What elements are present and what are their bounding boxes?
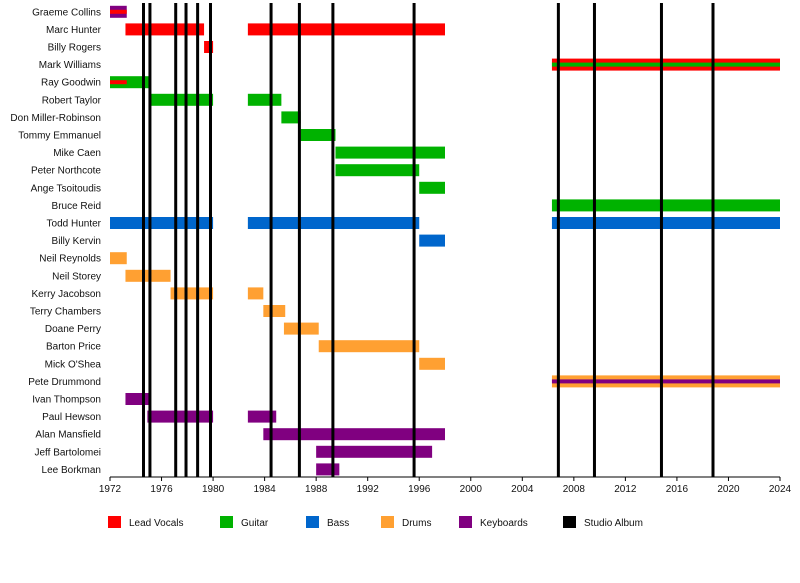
member-labels: Graeme Collins Marc Hunter Billy Rogers Mar… — [10, 7, 101, 476]
bar-ange-tsoitoudis-guitar — [419, 181, 445, 194]
bar-barton-price-drums — [318, 340, 420, 353]
legend-label-lead-vocals: Lead Vocals — [129, 518, 184, 529]
x-tick-label-1972: 1972 — [99, 484, 122, 495]
x-tick-label-1988: 1988 — [305, 484, 328, 495]
legend: Lead Vocals Guitar Bass Drums Keyboards Studi… — [108, 516, 643, 529]
bar-ivan-thompson-keyboards — [125, 393, 149, 405]
x-tick-label-1996: 1996 — [408, 484, 431, 495]
legend-swatch-studio-album — [563, 516, 576, 528]
legend-label-bass: Bass — [327, 518, 349, 529]
member-label-don-miller-robinson: Don Miller-Robinson — [10, 113, 101, 124]
bar-ray-goodwin-lead-vocals — [110, 80, 127, 85]
bar-peter-northcote-guitar — [335, 164, 420, 177]
bar-pete-drummond-keyboards — [551, 379, 780, 384]
member-label-mick-o-shea: Mick O'Shea — [45, 359, 102, 370]
bar-terry-chambers-drums — [263, 305, 286, 317]
x-tick-label-1976: 1976 — [150, 484, 173, 495]
legend-label-guitar: Guitar — [241, 518, 269, 529]
member-label-ray-goodwin: Ray Goodwin — [41, 78, 101, 89]
legend-label-keyboards: Keyboards — [480, 518, 528, 529]
member-label-ange-tsoitoudis: Ange Tsoitoudis — [31, 183, 101, 194]
member-label-kerry-jacobson: Kerry Jacobson — [32, 289, 101, 300]
member-label-billy-kervin: Billy Kervin — [52, 236, 101, 247]
bar-robert-taylor-guitar — [247, 93, 282, 106]
bar-jeff-bartolomei-keyboards — [316, 445, 433, 458]
member-label-robert-taylor: Robert Taylor — [42, 95, 102, 106]
member-label-graeme-collins: Graeme Collins — [32, 7, 101, 18]
bar-billy-kervin-bass — [419, 234, 445, 247]
legend-swatch-keyboards — [459, 516, 472, 528]
member-label-alan-mansfield: Alan Mansfield — [35, 430, 101, 441]
x-tick-label-2000: 2000 — [460, 484, 483, 495]
bar-billy-rogers-lead-vocals — [204, 41, 214, 53]
bar-lee-borkman-keyboards — [316, 463, 340, 476]
bar-bruce-reid-guitar — [551, 199, 780, 212]
studio-album-lines — [142, 3, 715, 477]
bar-mick-o-shea-drums — [419, 357, 445, 370]
bar-marc-hunter-lead-vocals — [125, 23, 205, 36]
bar-don-miller-robinson-guitar — [281, 111, 301, 124]
member-label-neil-storey: Neil Storey — [52, 271, 101, 282]
member-label-doane-perry: Doane Perry — [45, 324, 101, 335]
legend-swatch-lead-vocals — [108, 516, 121, 528]
x-tick-label-1984: 1984 — [253, 484, 276, 495]
bar-mike-caen-guitar — [335, 146, 445, 159]
member-label-peter-northcote: Peter Northcote — [31, 166, 101, 177]
bar-kerry-jacobson-drums — [170, 287, 214, 300]
member-label-bruce-reid: Bruce Reid — [52, 201, 101, 212]
member-label-barton-price: Barton Price — [46, 342, 101, 353]
legend-swatch-guitar — [220, 516, 233, 528]
x-tick-label-1992: 1992 — [357, 484, 380, 495]
bar-neil-storey-drums — [125, 269, 171, 282]
bar-neil-reynolds-drums — [110, 252, 127, 265]
member-label-mike-caen: Mike Caen — [53, 148, 101, 159]
member-label-ivan-thompson: Ivan Thompson — [32, 395, 101, 406]
bar-todd-hunter-bass — [551, 217, 780, 229]
x-tick-label-2004: 2004 — [511, 484, 534, 495]
bar-ray-goodwin-guitar — [110, 76, 150, 89]
bar-robert-taylor-guitar — [149, 93, 214, 106]
x-tick-label-1980: 1980 — [202, 484, 225, 495]
legend-swatch-bass — [306, 516, 319, 528]
legend-label-studio-album: Studio Album — [584, 518, 643, 529]
member-label-neil-reynolds: Neil Reynolds — [39, 254, 101, 265]
member-label-pete-drummond: Pete Drummond — [28, 377, 101, 388]
member-bars — [110, 5, 780, 476]
bar-mark-williams-guitar — [551, 62, 780, 67]
member-label-mark-williams: Mark Williams — [39, 60, 101, 71]
x-tick-label-2016: 2016 — [666, 484, 689, 495]
x-axis: 1972 1976 1980 1984 1988 1992 1996 2000 2004 2008… — [99, 476, 792, 495]
legend-swatch-drums — [381, 516, 394, 528]
bar-tommy-emmanuel-guitar — [300, 129, 336, 141]
bar-doane-perry-drums — [283, 322, 319, 335]
x-tick-label-2012: 2012 — [614, 484, 637, 495]
member-label-marc-hunter: Marc Hunter — [46, 25, 102, 36]
member-label-tommy-emmanuel: Tommy Emmanuel — [18, 131, 101, 142]
member-label-lee-borkman: Lee Borkman — [42, 465, 101, 476]
bar-kerry-jacobson-drums — [247, 287, 264, 300]
member-label-todd-hunter: Todd Hunter — [47, 219, 102, 230]
member-label-jeff-bartolomei: Jeff Bartolomei — [34, 447, 101, 458]
x-tick-label-2024: 2024 — [769, 484, 792, 495]
bar-paul-hewson-keyboards — [247, 410, 277, 423]
bar-alan-mansfield-keyboards — [263, 428, 445, 441]
member-label-billy-rogers: Billy Rogers — [48, 43, 101, 54]
legend-label-drums: Drums — [402, 518, 431, 529]
x-tick-label-2020: 2020 — [717, 484, 740, 495]
member-label-paul-hewson: Paul Hewson — [42, 412, 101, 423]
bar-marc-hunter-lead-vocals — [247, 23, 445, 36]
bar-paul-hewson-keyboards — [147, 410, 214, 423]
x-tick-label-2008: 2008 — [563, 484, 586, 495]
member-label-terry-chambers: Terry Chambers — [30, 307, 101, 318]
bar-graeme-collins-lead-vocals — [110, 9, 127, 14]
